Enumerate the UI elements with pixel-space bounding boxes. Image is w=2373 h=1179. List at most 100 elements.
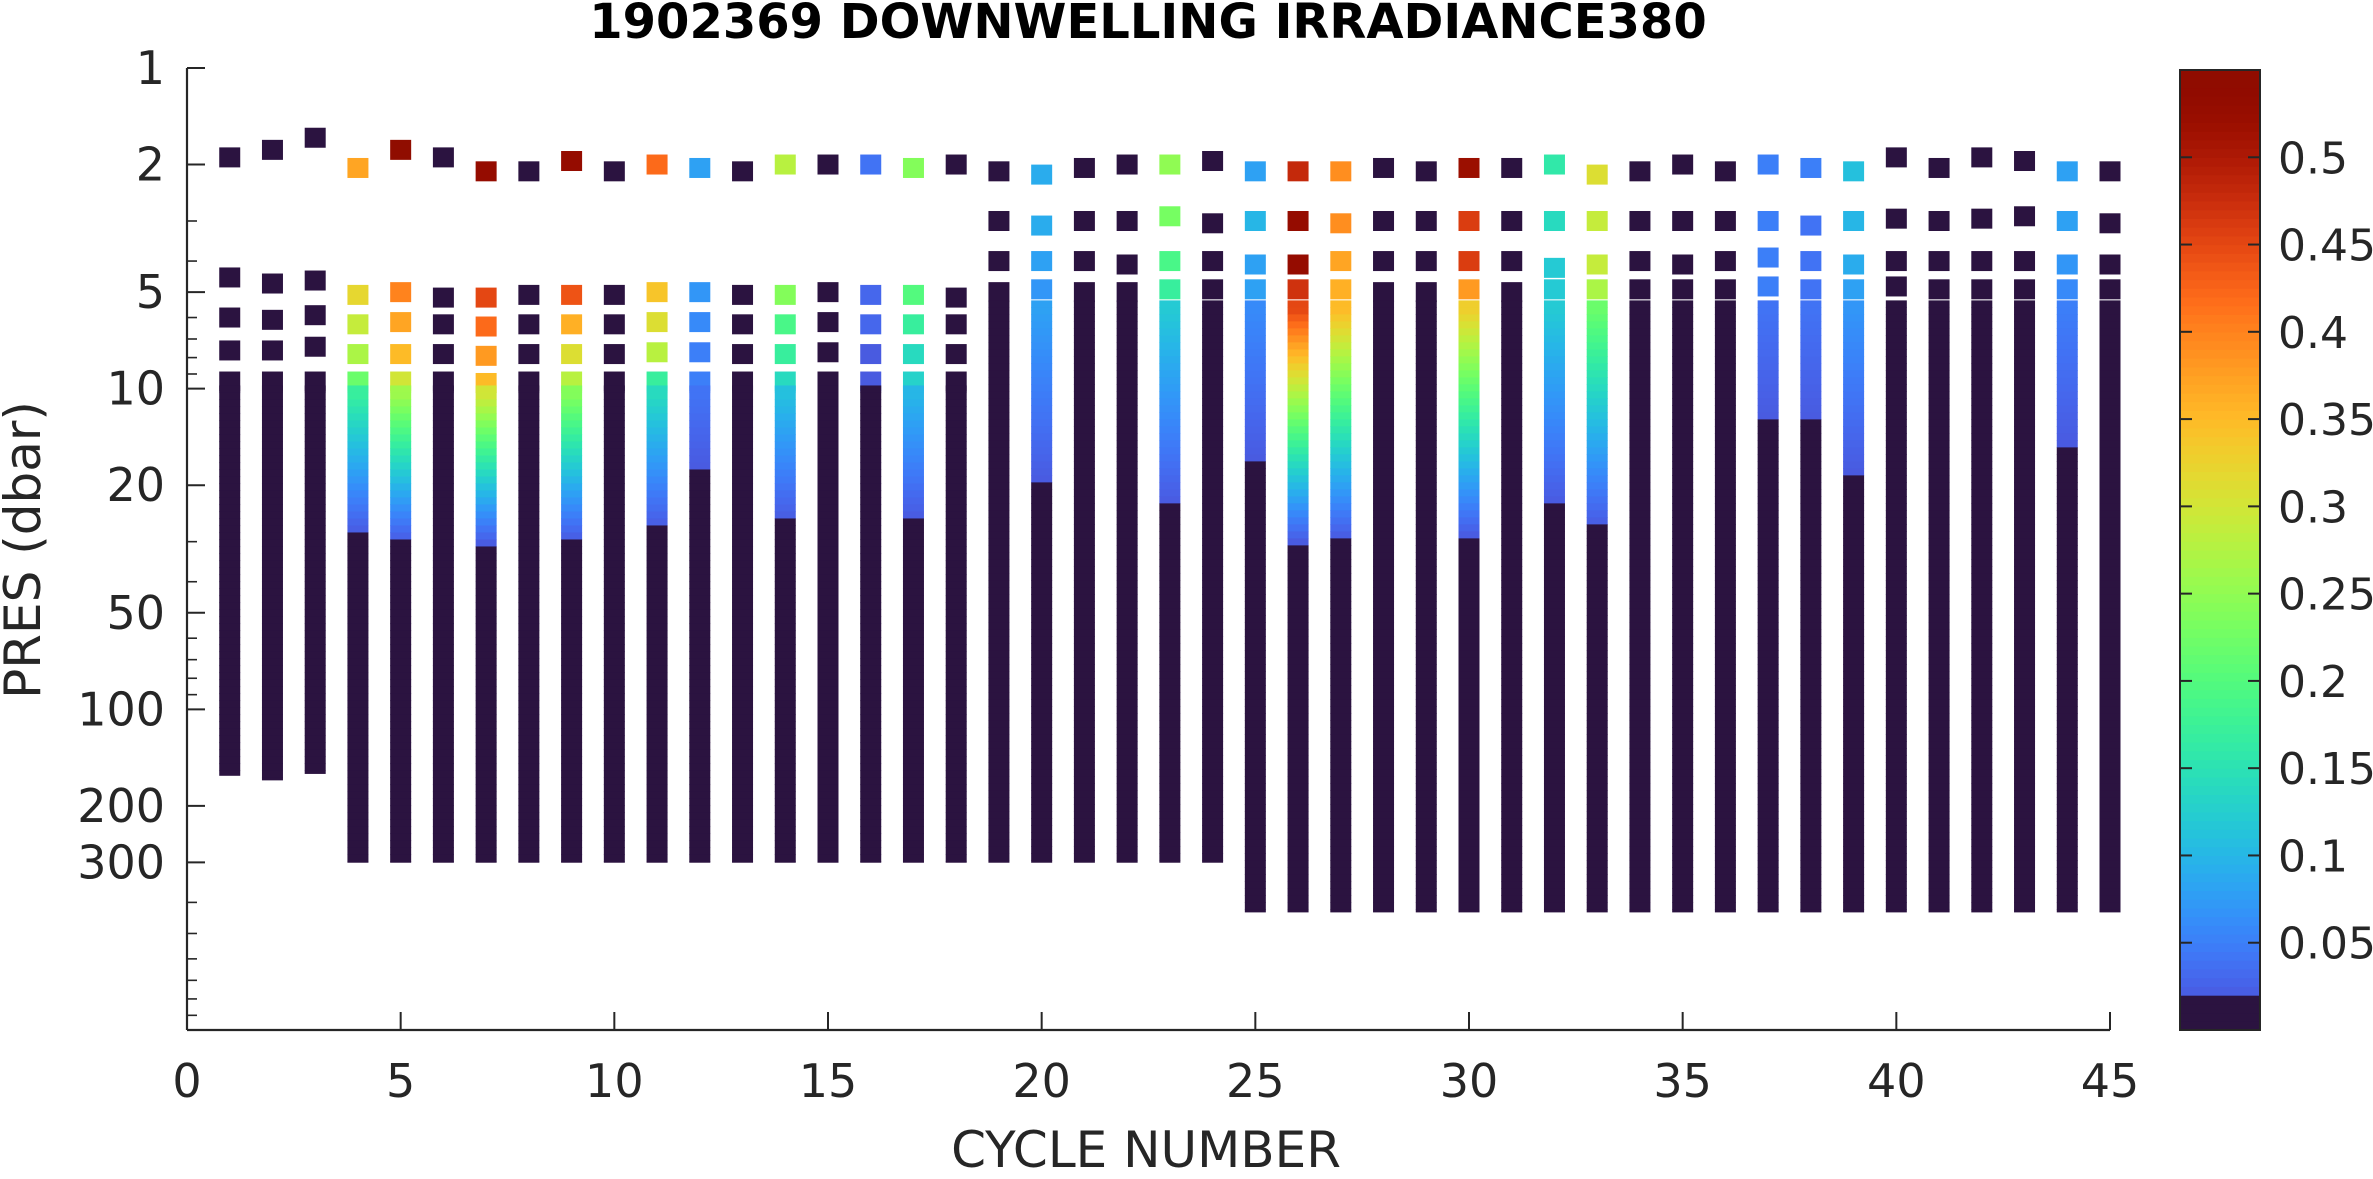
data-point: [1629, 370, 1651, 378]
data-point: [1031, 713, 1053, 721]
data-point: [475, 721, 497, 730]
data-point: [1543, 538, 1565, 546]
colorbar-segment: [2180, 986, 2260, 996]
data-point: [1330, 643, 1352, 651]
data-point: [2014, 545, 2036, 553]
data-point: [689, 749, 711, 758]
data-point: [1714, 440, 1736, 448]
y-tick-label: 10: [106, 362, 165, 416]
data-point: [561, 490, 583, 499]
data-point: [347, 637, 369, 646]
data-point: [2099, 692, 2121, 700]
data-point: [1116, 699, 1138, 707]
data-point: [1031, 510, 1053, 518]
data-point: [603, 679, 625, 688]
data-point: [1672, 524, 1694, 532]
data-point: [732, 392, 754, 401]
data-point: [646, 539, 668, 548]
data-point: [1757, 370, 1779, 378]
data-point: [860, 469, 882, 478]
data-point: [1031, 384, 1053, 392]
data-point: [432, 455, 454, 464]
data-point: [774, 490, 796, 499]
colorbar-segment: [2180, 602, 2260, 612]
data-point: [1073, 846, 1095, 854]
data-point: [1672, 328, 1694, 336]
chart-title: 1902369 DOWNWELLING IRRADIANCE380: [589, 0, 1706, 50]
data-point: [1287, 692, 1309, 700]
data-point: [1458, 482, 1480, 490]
data-point: [2056, 622, 2078, 630]
data-point: [1928, 790, 1950, 798]
data-point: [1928, 804, 1950, 812]
data-point: [1031, 776, 1053, 784]
data-point: [1800, 157, 1822, 178]
data-point: [219, 385, 241, 394]
data-point: [432, 469, 454, 478]
data-point: [1244, 279, 1266, 300]
data-point: [1159, 741, 1181, 749]
data-point: [1116, 790, 1138, 798]
colorbar-segment: [2180, 506, 2260, 516]
data-point: [2099, 874, 2121, 882]
data-point: [1373, 790, 1395, 798]
data-point: [1244, 426, 1266, 434]
data-point: [1543, 279, 1565, 300]
data-point: [1843, 762, 1865, 770]
data-point: [1287, 517, 1309, 525]
data-point: [1800, 342, 1822, 350]
data-point: [1543, 706, 1565, 714]
data-point: [1672, 314, 1694, 322]
data-point: [817, 525, 839, 534]
profile-cycle-21: [1073, 157, 1095, 863]
data-point: [1629, 895, 1651, 903]
data-point: [1928, 657, 1950, 665]
data-point: [774, 504, 796, 513]
data-point: [945, 511, 967, 520]
data-point: [432, 511, 454, 520]
data-point: [1843, 412, 1865, 420]
data-point: [347, 344, 369, 365]
data-point: [1073, 685, 1095, 693]
data-point: [261, 630, 283, 639]
data-point: [1159, 377, 1181, 385]
data-point: [1757, 300, 1779, 308]
data-point: [646, 490, 668, 499]
data-point: [304, 679, 326, 688]
data-point: [1800, 426, 1822, 434]
data-point: [1330, 692, 1352, 700]
data-point: [1458, 573, 1480, 581]
data-point: [1800, 524, 1822, 532]
data-point: [1885, 524, 1907, 532]
data-point: [2014, 447, 2036, 455]
data-point: [1031, 825, 1053, 833]
data-point: [1202, 762, 1224, 770]
data-point: [1202, 839, 1224, 847]
data-point: [1287, 867, 1309, 875]
data-point: [774, 840, 796, 849]
data-point: [2056, 482, 2078, 490]
data-point: [1543, 496, 1565, 504]
data-point: [561, 721, 583, 730]
data-point: [2014, 419, 2036, 427]
data-point: [1971, 342, 1993, 350]
data-point: [1031, 601, 1053, 609]
data-point: [1885, 657, 1907, 665]
data-point: [432, 616, 454, 625]
data-point: [1843, 657, 1865, 665]
data-point: [1287, 713, 1309, 721]
data-point: [732, 798, 754, 807]
data-point: [1757, 503, 1779, 511]
data-point: [1672, 608, 1694, 616]
data-point: [1373, 363, 1395, 371]
data-point: [1757, 811, 1779, 819]
data-point: [1757, 622, 1779, 630]
data-point: [1885, 846, 1907, 854]
data-point: [219, 497, 241, 506]
data-point: [1543, 699, 1565, 707]
data-point: [1971, 307, 1993, 315]
data-point: [1415, 482, 1437, 490]
data-point: [774, 284, 796, 305]
data-point: [347, 553, 369, 562]
data-point: [2014, 699, 2036, 707]
